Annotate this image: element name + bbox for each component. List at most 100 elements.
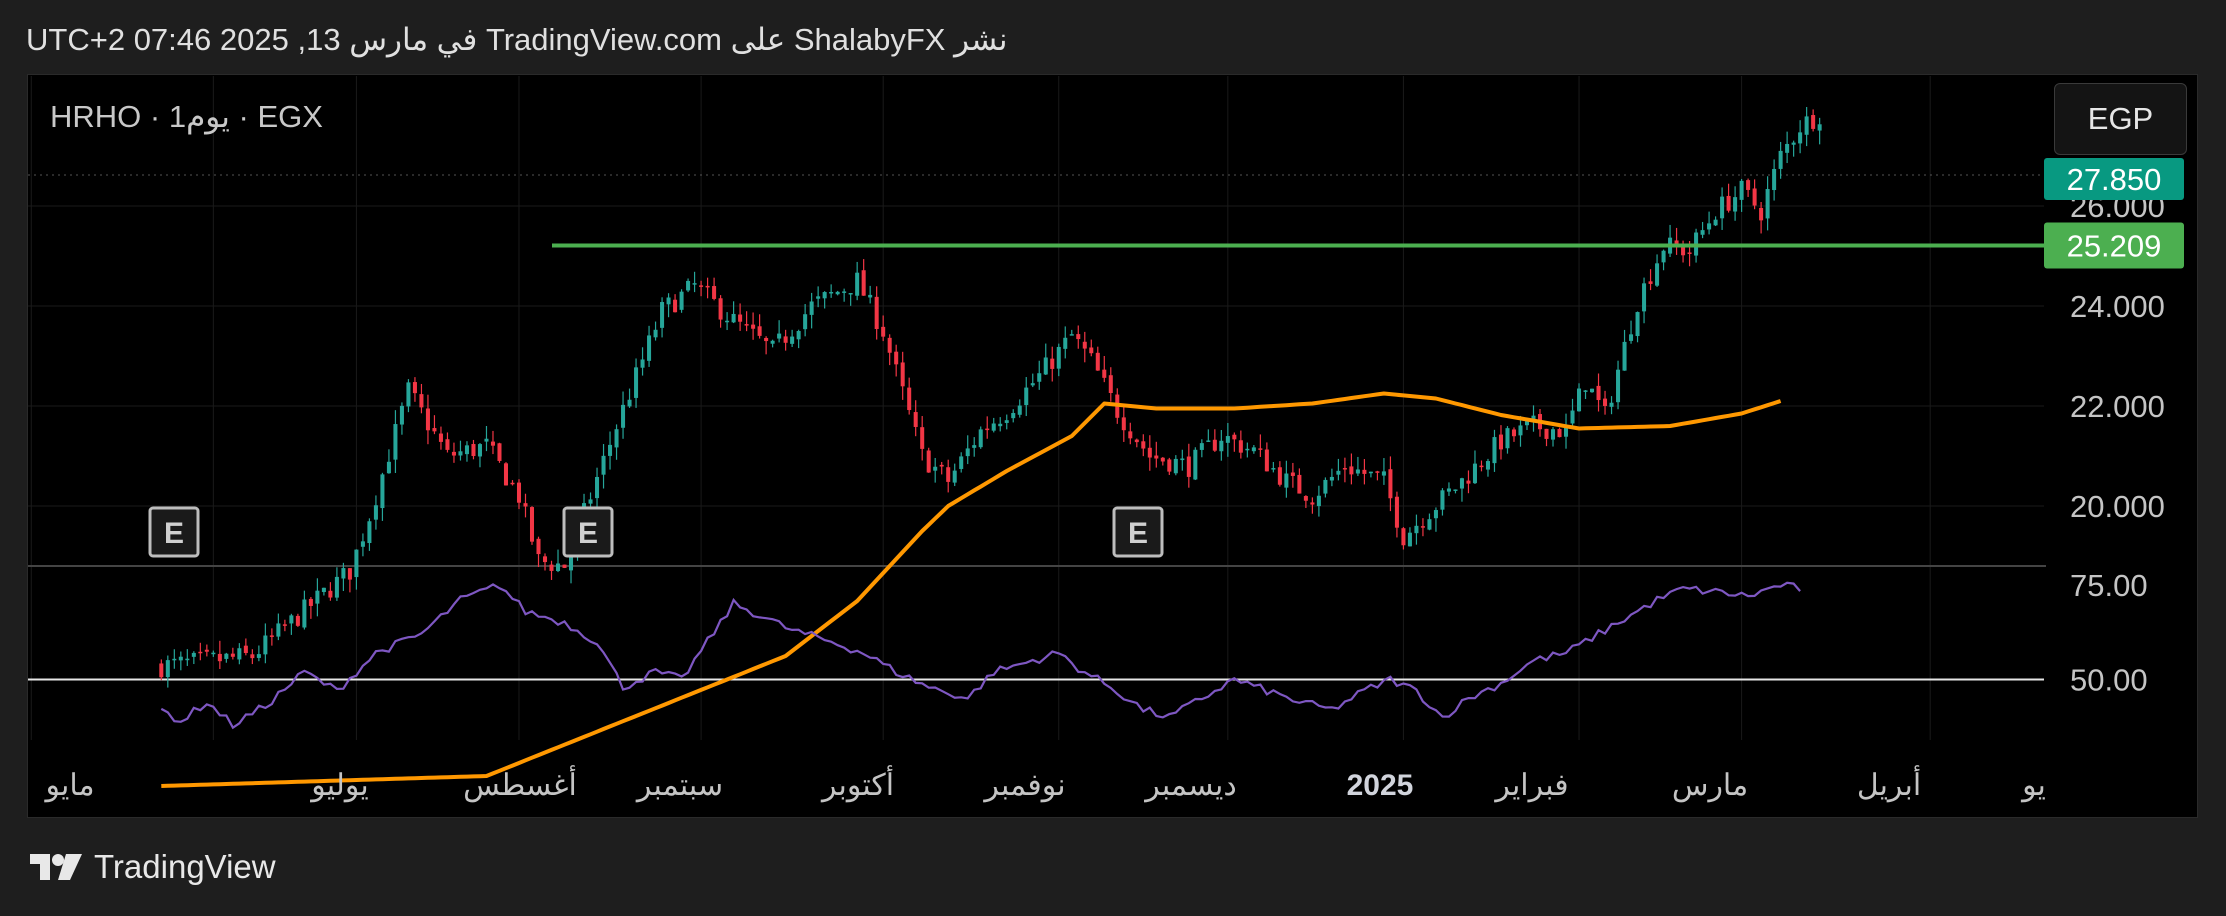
candle bbox=[1303, 495, 1308, 508]
candle bbox=[1290, 462, 1295, 488]
candle bbox=[653, 321, 658, 341]
candle-body bbox=[1212, 439, 1217, 451]
candle bbox=[1069, 329, 1074, 336]
candle-body bbox=[1004, 420, 1009, 423]
candle-body bbox=[972, 445, 977, 448]
candle bbox=[1264, 442, 1269, 472]
candle-body bbox=[224, 653, 229, 659]
x-axis-label: ديسمبر bbox=[1143, 769, 1236, 803]
brand-name: TradingView bbox=[94, 848, 276, 885]
candle-body bbox=[529, 507, 535, 542]
candle-body bbox=[185, 658, 190, 661]
candle bbox=[907, 377, 912, 415]
candle bbox=[770, 339, 775, 348]
candle bbox=[1134, 438, 1139, 448]
last-price-tag-bg bbox=[2044, 158, 2184, 200]
candle-body bbox=[360, 541, 365, 547]
candle-body bbox=[673, 299, 678, 313]
candle-body bbox=[204, 649, 209, 652]
candle bbox=[1017, 399, 1022, 418]
candle bbox=[536, 536, 541, 568]
candle-body bbox=[1076, 334, 1081, 340]
resistance-price-tag: 25.209 bbox=[2044, 222, 2184, 269]
candle-body bbox=[1388, 469, 1393, 499]
candle bbox=[276, 613, 281, 641]
candle-body bbox=[647, 335, 652, 361]
candle bbox=[1355, 456, 1360, 477]
candle bbox=[1212, 429, 1217, 452]
candle-body bbox=[1225, 436, 1230, 443]
currency-button[interactable]: EGP bbox=[2054, 83, 2187, 155]
earnings-marker[interactable]: E bbox=[562, 506, 614, 558]
candle-body bbox=[1329, 476, 1334, 481]
candle bbox=[1238, 430, 1243, 459]
candle-body bbox=[451, 451, 456, 456]
candle bbox=[341, 562, 346, 592]
chart-frame[interactable] bbox=[27, 74, 2198, 818]
candle bbox=[764, 336, 769, 355]
candle bbox=[217, 640, 222, 669]
candle bbox=[1011, 409, 1016, 423]
candle-body bbox=[269, 635, 274, 637]
candle-body bbox=[1746, 180, 1751, 190]
candle-body bbox=[712, 286, 717, 299]
candle-body bbox=[1446, 488, 1451, 492]
candle bbox=[913, 400, 918, 437]
candle bbox=[419, 383, 424, 414]
candle bbox=[718, 295, 723, 328]
candle-body bbox=[386, 461, 391, 474]
candle bbox=[1466, 470, 1471, 494]
earnings-marker[interactable]: E bbox=[148, 506, 200, 558]
candle-body bbox=[1570, 410, 1575, 424]
rsi-line bbox=[160, 581, 1801, 730]
candle-body bbox=[373, 505, 378, 520]
candle bbox=[705, 277, 710, 299]
candle bbox=[1199, 439, 1204, 458]
footer-brand[interactable]: TradingView bbox=[28, 848, 276, 886]
candle-body bbox=[1804, 116, 1809, 135]
candle-body bbox=[686, 280, 691, 291]
candle-body bbox=[1414, 525, 1419, 534]
candle bbox=[783, 329, 788, 351]
candle-body bbox=[542, 556, 548, 563]
candle-body bbox=[1765, 189, 1770, 219]
candle-body bbox=[1622, 341, 1627, 371]
candle-body bbox=[764, 337, 769, 342]
x-axis-label: أغسطس bbox=[463, 765, 577, 803]
candle-body bbox=[1655, 263, 1660, 286]
x-axis-label: نوفمبر bbox=[982, 769, 1065, 803]
candle-body bbox=[1681, 245, 1686, 256]
candle-body bbox=[738, 314, 743, 322]
candle-body bbox=[289, 615, 294, 624]
candle bbox=[256, 645, 261, 662]
candle-body bbox=[191, 652, 196, 657]
candle-body bbox=[1544, 428, 1549, 439]
candle-body bbox=[614, 429, 619, 448]
earnings-marker[interactable]: E bbox=[1112, 506, 1164, 558]
candle bbox=[640, 347, 645, 376]
candle-body bbox=[1069, 334, 1074, 336]
candle-body bbox=[965, 448, 970, 457]
candle bbox=[1323, 477, 1328, 498]
candle bbox=[523, 493, 528, 518]
candle bbox=[510, 480, 515, 486]
candle bbox=[660, 297, 665, 338]
candle-body bbox=[1277, 467, 1282, 485]
candle bbox=[1043, 343, 1048, 375]
candle bbox=[1563, 413, 1569, 449]
candle bbox=[920, 416, 925, 461]
candle bbox=[1635, 311, 1640, 343]
candle bbox=[263, 623, 268, 664]
candle bbox=[1349, 453, 1354, 485]
candle-body bbox=[1511, 429, 1517, 437]
candle-body bbox=[1264, 449, 1269, 472]
x-axis-label: مارس bbox=[1672, 769, 1748, 803]
candle bbox=[562, 564, 567, 569]
candle bbox=[1674, 227, 1679, 255]
candle bbox=[1154, 441, 1159, 468]
candle-body bbox=[1108, 375, 1113, 394]
candle bbox=[1596, 373, 1601, 412]
candle-body bbox=[1466, 480, 1471, 484]
candle-body bbox=[484, 438, 489, 442]
